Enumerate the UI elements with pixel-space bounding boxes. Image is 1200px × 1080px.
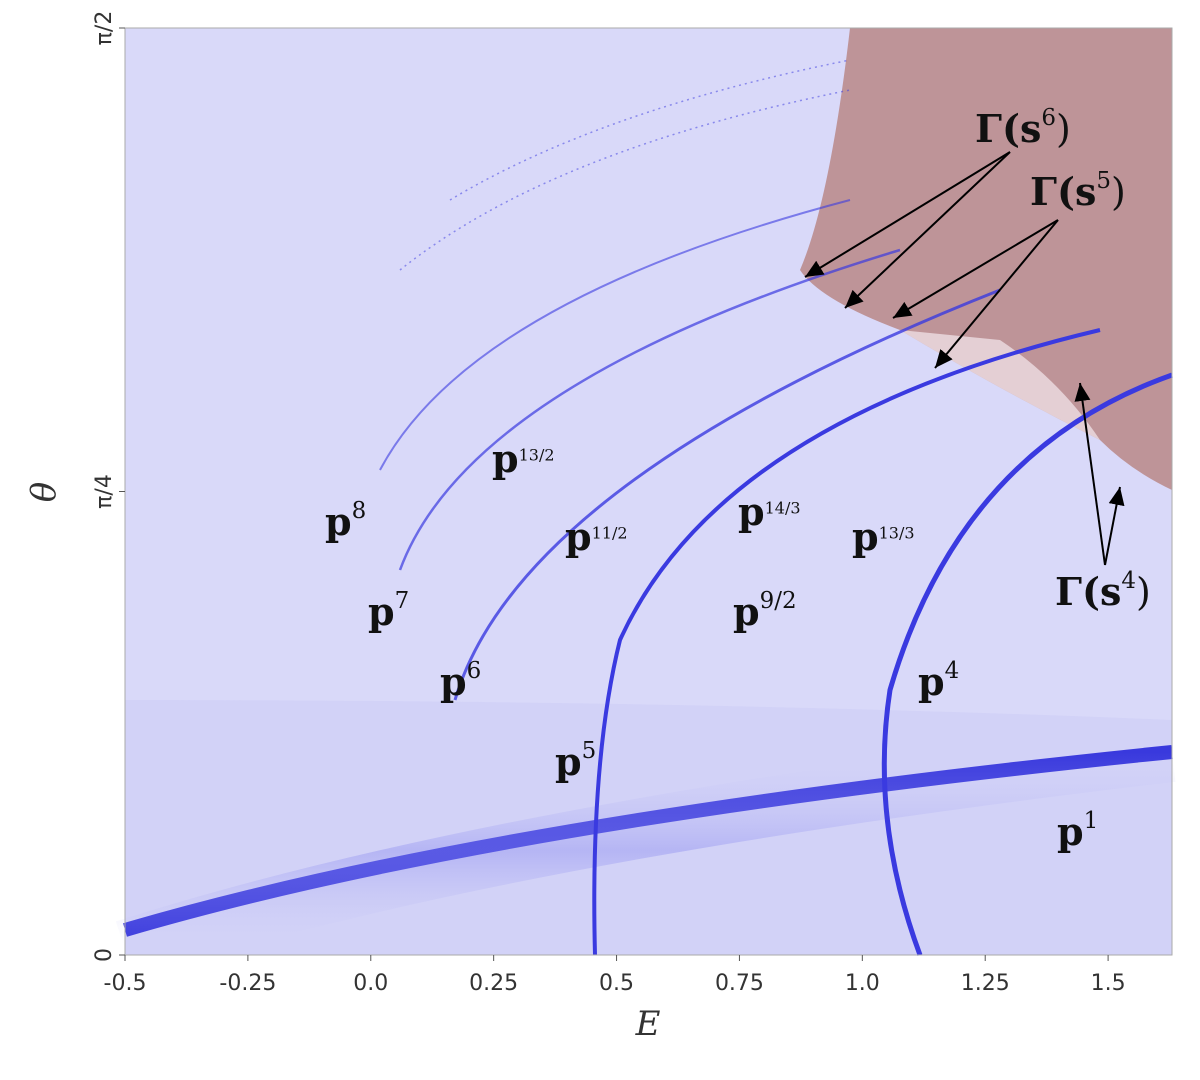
annotation: p11/2 (565, 514, 628, 559)
x-tick-label: 0.75 (715, 971, 764, 996)
annotation: p8 (325, 498, 366, 544)
annotation-base: p (918, 659, 945, 704)
annotation: p5 (555, 738, 596, 784)
y-axis-label: θ (24, 482, 64, 502)
arrows (804, 151, 1125, 566)
annotation: p1 (1057, 808, 1098, 854)
y-tick-label: 0 (92, 948, 117, 962)
annotation-sup: 5 (582, 738, 597, 764)
annotation: p4 (918, 658, 959, 704)
x-tick-label: 0.25 (469, 971, 518, 996)
annotation-base: p (733, 589, 760, 634)
annotation-sup: 6 (1041, 105, 1056, 131)
y-tick-label: π/2 (92, 11, 117, 46)
annotation: Γ(s5) (1030, 168, 1126, 214)
x-tick-label: 1.25 (961, 971, 1010, 996)
plot-area (115, 27, 1176, 979)
annotation-base: Γ(s (975, 106, 1041, 151)
x-tick-label: -0.25 (219, 971, 276, 996)
annotation: Γ(s6) (975, 105, 1071, 151)
annotation: p13/3 (852, 514, 915, 559)
annotation-base: p (852, 514, 879, 559)
annotation-sup: 4 (945, 658, 960, 684)
annotation: p13/2 (492, 436, 555, 481)
x-tick-label: 1.5 (1091, 971, 1126, 996)
annotation-base: p (555, 739, 582, 784)
annotation-close: ) (1111, 170, 1126, 214)
x-axis-label: E (635, 1004, 661, 1044)
annotation-base: p (440, 659, 467, 704)
annotation: Γ(s4) (1055, 568, 1151, 614)
annotation-sup: 7 (395, 588, 410, 614)
annotation-base: p (565, 514, 592, 559)
annotation-base: p (325, 499, 352, 544)
chaotic-region (800, 28, 1172, 490)
annotation: p9/2 (733, 588, 797, 634)
annotation-sup: 8 (352, 498, 367, 524)
x-tick-label: 0.0 (353, 971, 388, 996)
annotation-base: p (738, 489, 765, 534)
annotation-sup: 4 (1121, 568, 1136, 594)
annotation-base: Γ(s (1030, 169, 1096, 214)
annotation-sup: 13/2 (519, 445, 555, 464)
annotation-close: ) (1136, 570, 1151, 614)
x-tick-label: 1.0 (845, 971, 880, 996)
annotation-sup: 9/2 (760, 588, 797, 614)
annotation-sup: 14/3 (765, 498, 801, 517)
curves (115, 59, 1176, 979)
annotation: p7 (368, 588, 409, 634)
annotation: p14/3 (738, 489, 801, 534)
x-tick-label: -0.5 (104, 971, 147, 996)
annotation-sup: 13/3 (879, 523, 915, 542)
annotation-base: p (1057, 809, 1084, 854)
annotation-base: p (492, 436, 519, 481)
annotation-sup: 5 (1096, 168, 1111, 194)
annotation-sup: 1 (1084, 808, 1099, 834)
annotation-base: p (368, 589, 395, 634)
annotation-sup: 11/2 (592, 523, 628, 542)
x-tick-label: 0.5 (599, 971, 634, 996)
annotation-sup: 6 (467, 658, 482, 684)
annotation-base: Γ(s (1055, 569, 1121, 614)
y-tick-label: π/4 (92, 474, 117, 509)
annotation-close: ) (1056, 107, 1071, 151)
annotation: p6 (440, 658, 481, 704)
